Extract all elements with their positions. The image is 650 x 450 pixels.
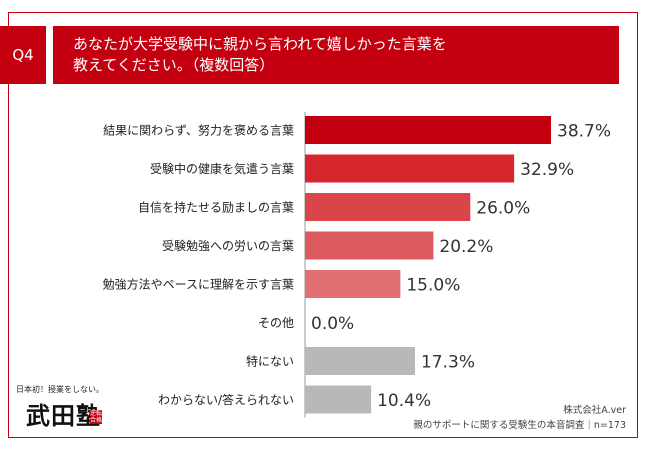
category-label: 勉強方法やペースに理解を示す言葉	[103, 277, 294, 292]
logo-stamp: 逆転合格	[90, 410, 103, 424]
logo-tagline: 日本初！授業をしない。	[16, 385, 104, 394]
source-company: 株式会社A.ver	[563, 405, 626, 416]
logo-name: 武田塾	[26, 401, 101, 430]
bar	[305, 154, 515, 183]
value-label: 20.2%	[439, 237, 493, 257]
category-label: わからない/答えられない	[158, 392, 294, 407]
bar	[305, 116, 551, 144]
bar	[305, 193, 471, 221]
question-title-line-2: 教えてください。（複数回答）	[73, 56, 275, 74]
takeda-juku-logo: 日本初！授業をしない。 武田塾 逆転合格	[16, 384, 126, 430]
category-label: 特にない	[246, 354, 294, 369]
value-label: 10.4%	[377, 391, 431, 411]
category-label: 受験勉強への労いの言葉	[162, 238, 294, 253]
value-label: 32.9%	[520, 160, 574, 180]
category-label: 受験中の健康を気遣う言葉	[150, 161, 294, 176]
question-title-line-1: あなたが大学受験中に親から言われて嬉しかった言葉を	[73, 35, 447, 53]
question-badge: Q4	[0, 26, 46, 84]
value-label: 15.0%	[406, 276, 460, 296]
value-label: 0.0%	[311, 314, 354, 334]
category-label: その他	[258, 316, 294, 330]
bar	[305, 385, 372, 414]
value-label: 38.7%	[557, 122, 611, 142]
bar	[305, 270, 401, 298]
bar	[305, 347, 415, 375]
value-label: 17.3%	[421, 353, 475, 373]
bar	[305, 231, 434, 260]
category-label: 自信を持たせる励ましの言葉	[138, 200, 294, 215]
source-survey: 親のサポートに関する受験生の本音調査｜n=173	[413, 420, 626, 431]
question-title: あなたが大学受験中に親から言われて嬉しかった言葉を 教えてください。（複数回答）	[53, 26, 619, 84]
category-label: 結果に関わらず、努力を褒める言葉	[103, 123, 294, 138]
value-label: 26.0%	[476, 199, 530, 219]
